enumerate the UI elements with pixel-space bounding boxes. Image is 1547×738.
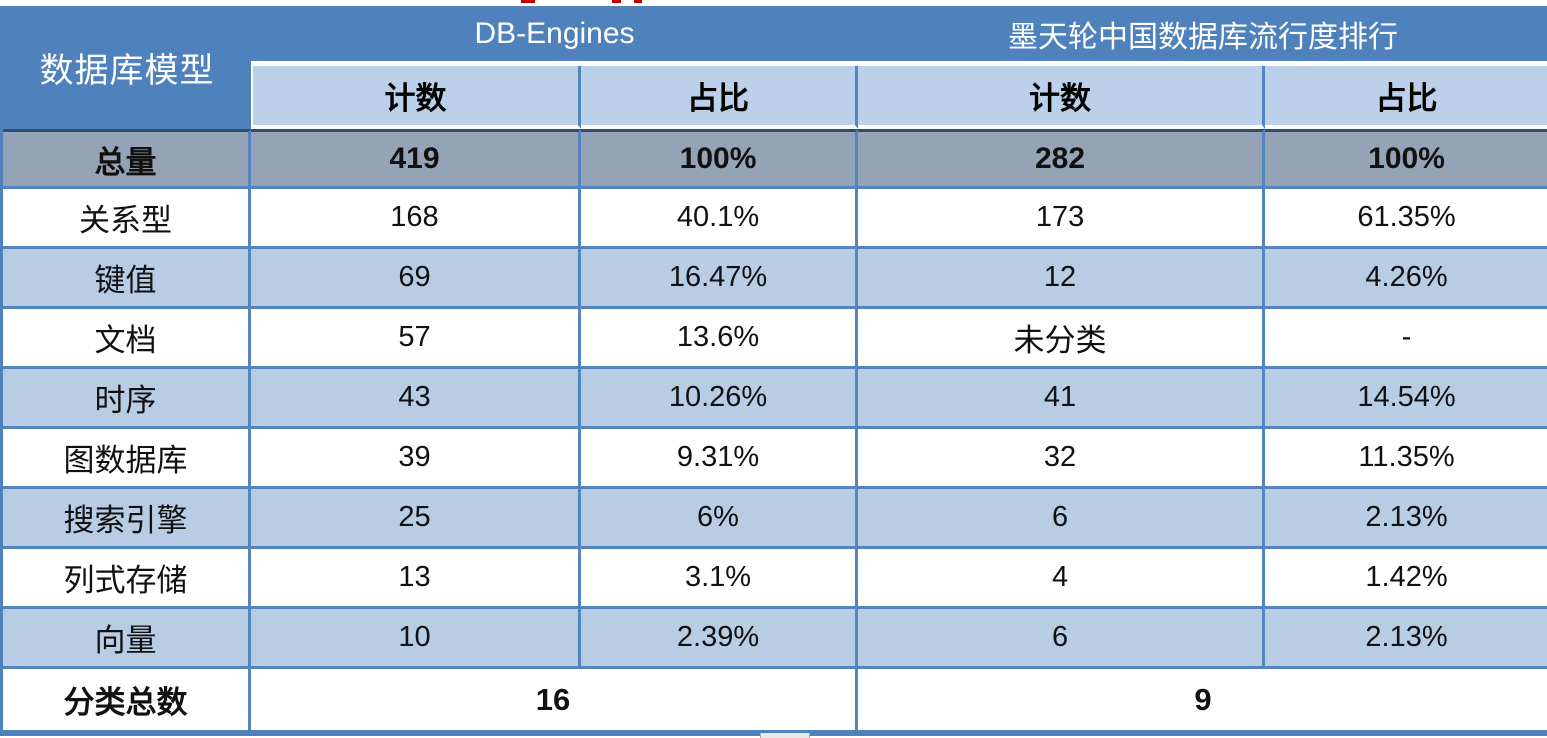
- cell-value: 12: [858, 249, 1266, 309]
- header-row-dim-label: 数据库模型: [3, 6, 251, 129]
- cell-value: -: [1265, 309, 1547, 369]
- database-model-comparison-table: 数据库模型 DB-Engines 墨天轮中国数据库流行度排行 计数 占比 计数 …: [0, 6, 1547, 736]
- cell-value: 43: [251, 369, 581, 429]
- cell-value: 168: [251, 189, 581, 249]
- cell-value: 173: [858, 189, 1266, 249]
- table-row: 关系型 168 40.1% 173 61.35%: [3, 189, 1547, 249]
- cell-value: 4: [858, 549, 1266, 609]
- cell-value: 69: [251, 249, 581, 309]
- cell-value: 9: [858, 669, 1547, 730]
- subheader-count-modb: 计数: [858, 66, 1266, 129]
- row-label: 文档: [3, 309, 251, 369]
- cell-value: 2.13%: [1265, 489, 1547, 549]
- table-row: 搜索引擎 25 6% 6 2.13%: [3, 489, 1547, 549]
- row-label: 列式存储: [3, 549, 251, 609]
- table-row: 列式存储 13 3.1% 4 1.42%: [3, 549, 1547, 609]
- cropped-red-annotation-artifact: [634, 0, 642, 3]
- row-label: 关系型: [3, 189, 251, 249]
- cell-value: 41: [858, 369, 1266, 429]
- cell-value: 39: [251, 429, 581, 489]
- header-group-db-engines: DB-Engines: [251, 6, 859, 66]
- table-row-category-totals: 分类总数 16 9: [3, 669, 1547, 730]
- cell-value: 13.6%: [581, 309, 859, 369]
- header-group-row: 数据库模型 DB-Engines 墨天轮中国数据库流行度排行: [3, 6, 1547, 129]
- table-row: 向量 10 2.39% 6 2.13%: [3, 609, 1547, 669]
- table-row-total: 总量 419 100% 282 100%: [3, 129, 1547, 189]
- cell-value: 14.54%: [1265, 369, 1547, 429]
- cropped-red-annotation-artifact: [521, 0, 535, 3]
- cell-value: 13: [251, 549, 581, 609]
- subheader-share-db-engines: 占比: [581, 66, 859, 129]
- cell-value: 11.35%: [1265, 429, 1547, 489]
- table-row: 键值 69 16.47% 12 4.26%: [3, 249, 1547, 309]
- cell-value: 1.42%: [1265, 549, 1547, 609]
- row-label: 向量: [3, 609, 251, 669]
- cropped-red-annotation-artifact: [612, 0, 621, 3]
- row-label: 总量: [3, 129, 251, 189]
- table-row: 时序 43 10.26% 41 14.54%: [3, 369, 1547, 429]
- subheader-share-modb: 占比: [1265, 66, 1547, 129]
- cell-value: 2.13%: [1265, 609, 1547, 669]
- cell-value: 100%: [581, 129, 859, 189]
- cell-value: 57: [251, 309, 581, 369]
- cell-value: 9.31%: [581, 429, 859, 489]
- cell-value: 40.1%: [581, 189, 859, 249]
- cell-value: 6%: [581, 489, 859, 549]
- table-row: 文档 57 13.6% 未分类 -: [3, 309, 1547, 369]
- cell-value: 6: [858, 609, 1266, 669]
- cell-value: 10: [251, 609, 581, 669]
- cell-value: 282: [858, 129, 1266, 189]
- row-label: 分类总数: [3, 669, 251, 730]
- cell-value: 16: [251, 669, 859, 730]
- cell-value: 61.35%: [1265, 189, 1547, 249]
- row-label: 时序: [3, 369, 251, 429]
- cell-value: 4.26%: [1265, 249, 1547, 309]
- table-row: 图数据库 39 9.31% 32 11.35%: [3, 429, 1547, 489]
- row-label: 图数据库: [3, 429, 251, 489]
- scrollbar-artifact: [760, 733, 810, 738]
- cell-value: 2.39%: [581, 609, 859, 669]
- cell-value: 25: [251, 489, 581, 549]
- header-sub-row: 计数 占比 计数 占比: [3, 66, 1547, 129]
- cell-value: 100%: [1265, 129, 1547, 189]
- cell-value: 3.1%: [581, 549, 859, 609]
- row-label: 搜索引擎: [3, 489, 251, 549]
- row-label: 键值: [3, 249, 251, 309]
- cell-value: 6: [858, 489, 1266, 549]
- cell-value: 419: [251, 129, 581, 189]
- cell-value: 16.47%: [581, 249, 859, 309]
- subheader-count-db-engines: 计数: [251, 66, 581, 129]
- cell-value: 未分类: [858, 309, 1266, 369]
- cell-value: 32: [858, 429, 1266, 489]
- header-group-modb-ranking: 墨天轮中国数据库流行度排行: [858, 6, 1547, 66]
- cell-value: 10.26%: [581, 369, 859, 429]
